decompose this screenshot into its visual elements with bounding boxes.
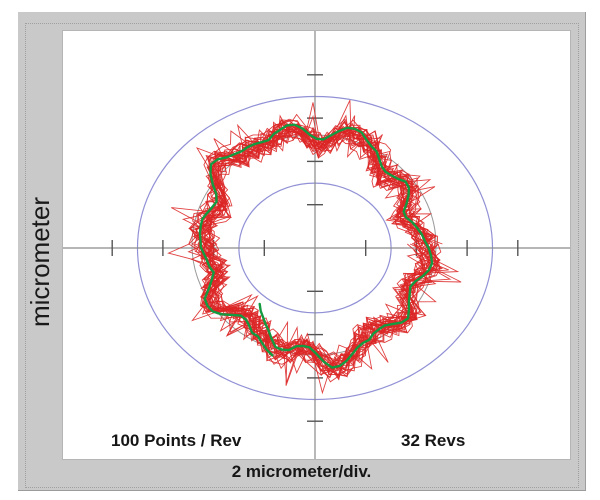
rev-trace [171,119,440,379]
rev-trace [192,126,435,379]
annotation-points-per-rev: 100 Points / Rev [111,431,242,450]
average-trace [198,123,434,369]
rev-trace [200,130,432,374]
crosshair-axes [63,31,570,459]
rev-trace [188,119,439,380]
annotation-revs: 32 Revs [401,431,466,450]
rev-traces [167,100,462,395]
polar-plot-canvas [63,31,570,459]
x-axis-scale-label: 2 micrometer/div. [231,462,372,481]
rev-trace [188,125,440,378]
plot-area: 100 Points / Rev 32 Revs [62,30,571,460]
plot-window: micrometer 100 Points / Rev 32 Revs 2 mi… [18,12,586,491]
y-axis-unit-label: micrometer [25,197,55,328]
